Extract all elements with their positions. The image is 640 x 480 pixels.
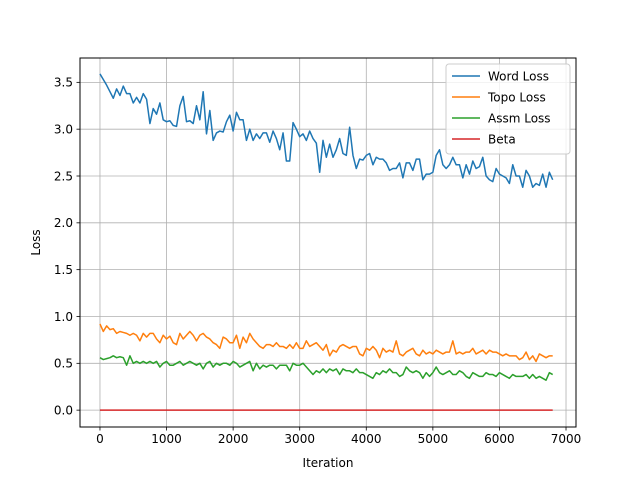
y-tick-label: 3.0 bbox=[54, 122, 73, 136]
legend-label-beta: Beta bbox=[488, 132, 516, 146]
y-axis: 0.0 0.5 1.0 1.5 2.0 2.5 3.0 3.5 bbox=[54, 76, 80, 417]
series-layer bbox=[99, 73, 554, 411]
series-line-assm-loss bbox=[99, 355, 554, 381]
legend-label-topo-loss: Topo Loss bbox=[487, 90, 546, 104]
x-tick-label: 6000 bbox=[484, 432, 515, 446]
legend-label-assm-loss: Assm Loss bbox=[488, 111, 551, 125]
y-tick-label: 3.5 bbox=[54, 76, 73, 90]
y-tick-label: 1.5 bbox=[54, 263, 73, 277]
x-tick-label: 7000 bbox=[551, 432, 582, 446]
x-axis: 0 1000 2000 3000 4000 5000 6000 7000 bbox=[96, 427, 581, 446]
y-tick-label: 0.5 bbox=[54, 357, 73, 371]
series-line-topo-loss bbox=[99, 323, 553, 363]
x-tick-label: 2000 bbox=[218, 432, 249, 446]
x-tick-label: 4000 bbox=[351, 432, 382, 446]
y-tick-label: 2.0 bbox=[54, 216, 73, 230]
y-tick-label: 0.0 bbox=[54, 403, 73, 417]
plot-frame bbox=[79, 57, 577, 428]
x-tick-label: 1000 bbox=[151, 432, 182, 446]
x-tick-label: 5000 bbox=[418, 432, 449, 446]
x-axis-label: Iteration bbox=[303, 456, 354, 470]
legend-box bbox=[445, 63, 571, 155]
series-line-word-loss bbox=[99, 73, 554, 188]
y-tick-label: 2.5 bbox=[54, 169, 73, 183]
y-tick-label: 1.0 bbox=[54, 310, 73, 324]
x-tick-label: 0 bbox=[96, 432, 104, 446]
legend: Word Loss Topo Loss Assm Loss Beta bbox=[445, 63, 571, 155]
y-axis-label: Loss bbox=[29, 229, 43, 255]
x-tick-label: 3000 bbox=[284, 432, 315, 446]
legend-label-word-loss: Word Loss bbox=[488, 69, 549, 83]
